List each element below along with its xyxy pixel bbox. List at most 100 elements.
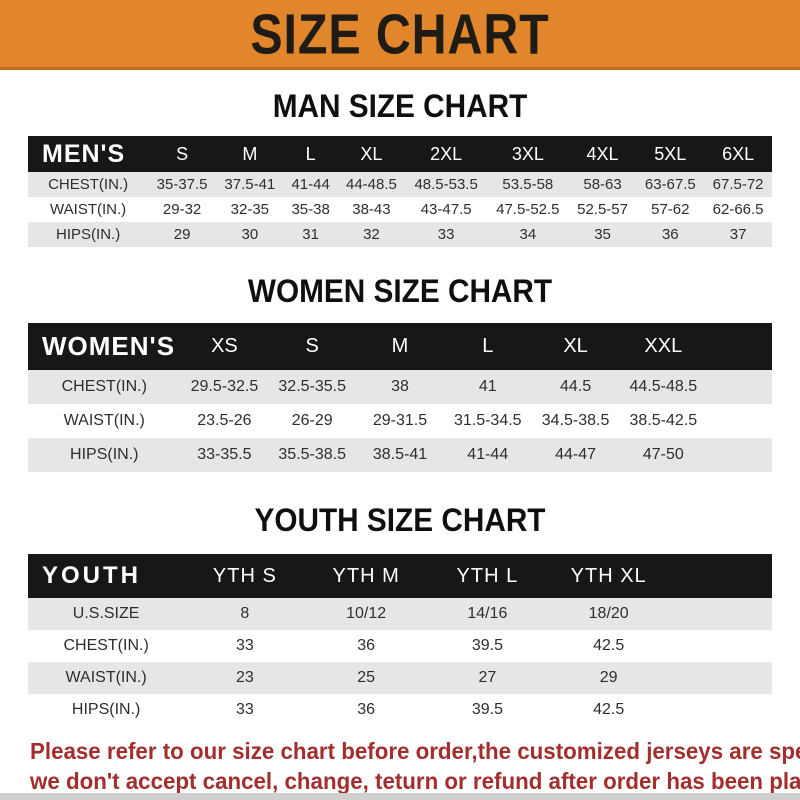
size-cell: 10/12 bbox=[305, 598, 427, 630]
table-head: MEN'S S M L XL 2XL 3XL 4XL 5XL 6XL bbox=[28, 136, 772, 172]
table-body: U.S.SIZE 8 10/12 14/16 18/20 CHEST(IN.) 33 36 39… bbox=[28, 598, 772, 726]
table-row: CHEST(IN.) 29.5-32.5 32.5-35.5 38 41 44.5 44.5… bbox=[28, 370, 772, 404]
men-size-table: MEN'S S M L XL 2XL 3XL 4XL 5XL 6XL CHEST(IN.) 35-37… bbox=[28, 136, 772, 247]
size-cell: 27 bbox=[426, 662, 549, 694]
table-row: HIPS(IN.) 29 30 31 32 33 34 35 36 37 bbox=[28, 222, 772, 247]
size-cell: 33 bbox=[184, 630, 306, 662]
row-label: WAIST(IN.) bbox=[28, 404, 181, 438]
size-column-header: XXL bbox=[619, 323, 708, 370]
table-row: CHEST(IN.) 33 36 39.5 42.5 bbox=[28, 630, 772, 662]
row-label: CHEST(IN.) bbox=[28, 172, 149, 197]
size-cell: 41-44 bbox=[443, 438, 532, 472]
row-filler bbox=[707, 370, 772, 404]
row-label: HIPS(IN.) bbox=[28, 222, 149, 247]
size-column-header: S bbox=[268, 323, 357, 370]
size-column-header: L bbox=[283, 136, 338, 172]
size-column-header: XS bbox=[180, 323, 269, 370]
size-cell: 42.5 bbox=[548, 694, 670, 726]
size-cell: 35.5-38.5 bbox=[268, 438, 357, 472]
size-column-header: YTH S bbox=[184, 554, 306, 598]
size-cell: 32-35 bbox=[215, 197, 284, 222]
size-cell: 36 bbox=[636, 222, 705, 247]
youth-size-table: YOUTH YTH S YTH M YTH L YTH XL U.S.SIZE 8 10/12… bbox=[28, 554, 772, 726]
size-column-header: XL bbox=[531, 323, 620, 370]
size-cell: 29 bbox=[548, 662, 670, 694]
size-cell: 38 bbox=[356, 370, 444, 404]
size-cell: 39.5 bbox=[426, 694, 549, 726]
size-cell: 14/16 bbox=[426, 598, 549, 630]
row-label: WAIST(IN.) bbox=[28, 197, 149, 222]
size-cell: 57-62 bbox=[636, 197, 705, 222]
size-cell: 31.5-34.5 bbox=[443, 404, 532, 438]
table-row: U.S.SIZE 8 10/12 14/16 18/20 bbox=[28, 598, 772, 630]
size-cell: 26-29 bbox=[268, 404, 357, 438]
banner: SIZE CHART bbox=[0, 0, 800, 70]
women-size-table: WOMEN'S XS S M L XL XXL CHEST(IN.) 29.5-32.5 32.5… bbox=[28, 323, 772, 472]
size-column-header: 4XL bbox=[568, 136, 637, 172]
disclaimer: Please refer to our size chart before or… bbox=[0, 736, 800, 796]
table-header-label: WOMEN'S bbox=[28, 323, 181, 370]
size-cell: 35-37.5 bbox=[148, 172, 216, 197]
size-cell: 23.5-26 bbox=[180, 404, 269, 438]
size-cell: 31 bbox=[283, 222, 338, 247]
bottom-strip-divider bbox=[0, 793, 800, 800]
size-cell: 32.5-35.5 bbox=[268, 370, 357, 404]
size-cell: 44.5 bbox=[531, 370, 620, 404]
size-column-header: 6XL bbox=[704, 136, 772, 172]
header-row: WOMEN'S XS S M L XL XXL bbox=[28, 323, 772, 370]
size-cell: 29 bbox=[148, 222, 216, 247]
size-cell: 36 bbox=[305, 630, 427, 662]
header-row: YOUTH YTH S YTH M YTH L YTH XL bbox=[28, 554, 772, 598]
size-cell: 18/20 bbox=[548, 598, 670, 630]
size-cell: 67.5-72 bbox=[704, 172, 772, 197]
row-filler bbox=[669, 598, 772, 630]
header-filler bbox=[707, 323, 772, 370]
table-row: HIPS(IN.) 33-35.5 35.5-38.5 38.5-41 41-44 44-… bbox=[28, 438, 772, 472]
size-column-header: L bbox=[443, 323, 532, 370]
size-cell: 38.5-41 bbox=[356, 438, 444, 472]
row-label: CHEST(IN.) bbox=[28, 630, 185, 662]
size-cell: 29-32 bbox=[148, 197, 216, 222]
size-cell: 47-50 bbox=[619, 438, 708, 472]
size-cell: 8 bbox=[184, 598, 306, 630]
size-cell: 48.5-53.5 bbox=[405, 172, 487, 197]
size-cell: 37.5-41 bbox=[215, 172, 284, 197]
row-filler bbox=[707, 438, 772, 472]
size-cell: 58-63 bbox=[568, 172, 637, 197]
size-column-header: M bbox=[356, 323, 444, 370]
row-label: HIPS(IN.) bbox=[28, 438, 181, 472]
table-row: HIPS(IN.) 33 36 39.5 42.5 bbox=[28, 694, 772, 726]
row-filler bbox=[707, 404, 772, 438]
size-cell: 38-43 bbox=[337, 197, 406, 222]
size-cell: 63-67.5 bbox=[636, 172, 705, 197]
size-cell: 44-47 bbox=[531, 438, 620, 472]
page-title: SIZE CHART bbox=[250, 1, 550, 66]
size-cell: 29.5-32.5 bbox=[180, 370, 269, 404]
header-row: MEN'S S M L XL 2XL 3XL 4XL 5XL 6XL bbox=[28, 136, 772, 172]
size-column-header: YTH M bbox=[305, 554, 427, 598]
table-head: WOMEN'S XS S M L XL XXL bbox=[28, 323, 772, 370]
size-cell: 37 bbox=[704, 222, 772, 247]
size-cell: 35-38 bbox=[283, 197, 338, 222]
size-column-header: M bbox=[215, 136, 284, 172]
size-cell: 53.5-58 bbox=[486, 172, 569, 197]
size-cell: 35 bbox=[568, 222, 637, 247]
size-column-header: 5XL bbox=[636, 136, 705, 172]
size-column-header: YTH L bbox=[426, 554, 549, 598]
size-cell: 41 bbox=[443, 370, 532, 404]
size-cell: 52.5-57 bbox=[568, 197, 637, 222]
size-column-header: 3XL bbox=[486, 136, 569, 172]
table-head: YOUTH YTH S YTH M YTH L YTH XL bbox=[28, 554, 772, 598]
size-cell: 25 bbox=[305, 662, 427, 694]
row-filler bbox=[669, 630, 772, 662]
disclaimer-line-2: we don't accept cancel, change, teturn o… bbox=[30, 768, 800, 794]
size-cell: 44-48.5 bbox=[337, 172, 406, 197]
size-column-header: YTH XL bbox=[548, 554, 670, 598]
size-column-header: XL bbox=[337, 136, 406, 172]
table-row: CHEST(IN.) 35-37.5 37.5-41 41-44 44-48.5 48.5… bbox=[28, 172, 772, 197]
row-label: U.S.SIZE bbox=[28, 598, 185, 630]
table-row: WAIST(IN.) 29-32 32-35 35-38 38-43 43-47.5 47.… bbox=[28, 197, 772, 222]
row-filler bbox=[669, 662, 772, 694]
table-row: WAIST(IN.) 23 25 27 29 bbox=[28, 662, 772, 694]
women-size-chart-title: WOMEN SIZE CHART bbox=[247, 273, 553, 309]
